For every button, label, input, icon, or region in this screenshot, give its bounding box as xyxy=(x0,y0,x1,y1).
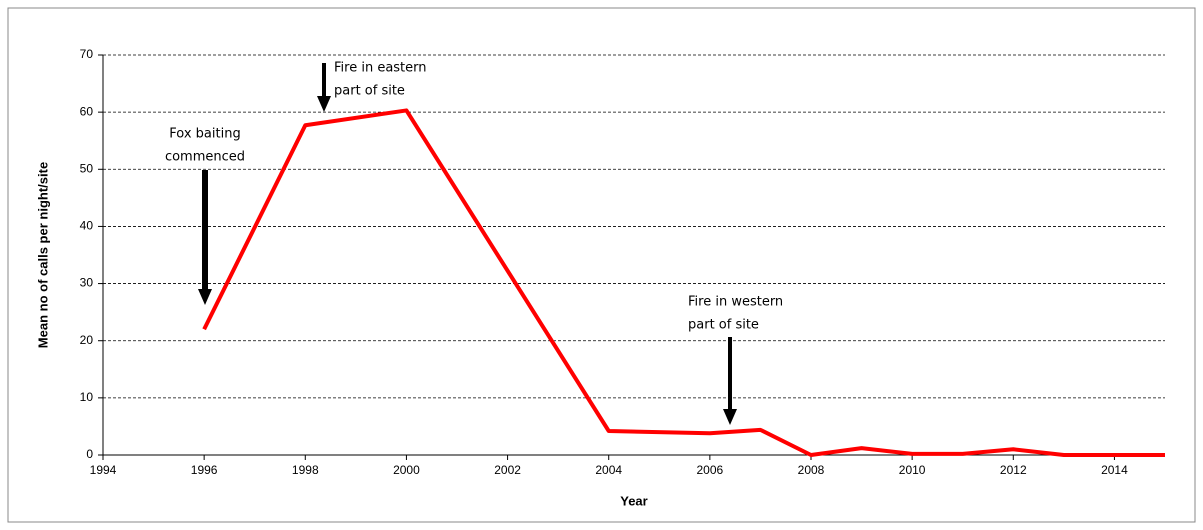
y-tick-label: 10 xyxy=(80,390,94,404)
annotation-arrowhead xyxy=(723,409,737,425)
x-tick-label: 2002 xyxy=(494,463,521,477)
y-tick-label: 40 xyxy=(80,219,94,233)
y-tick-label: 50 xyxy=(80,161,94,175)
annotation-arrowhead xyxy=(198,289,212,305)
frame xyxy=(7,7,1196,523)
x-tick-label: 2006 xyxy=(697,463,724,477)
annotation-text: commenced xyxy=(165,150,245,165)
y-tick-label: 30 xyxy=(80,276,94,290)
annotation-arrowhead xyxy=(317,96,331,112)
y-tick-label: 70 xyxy=(80,47,94,61)
y-axis-label: Mean no of calls per night/site xyxy=(35,162,50,348)
x-tick-label: 2014 xyxy=(1101,463,1128,477)
x-axis-label: Year xyxy=(620,493,647,508)
x-tick-label: 2008 xyxy=(798,463,825,477)
annotation-text: Fire in eastern xyxy=(334,61,427,76)
y-tick-label: 20 xyxy=(80,333,94,347)
x-tick-label: 2012 xyxy=(1000,463,1027,477)
x-tick-label: 1996 xyxy=(191,463,218,477)
annotation-text: part of site xyxy=(334,84,405,99)
annotation-text: Fox baiting xyxy=(169,127,240,142)
x-tick-label: 2000 xyxy=(393,463,420,477)
y-tick-label: 0 xyxy=(86,447,93,461)
x-tick-label: 1998 xyxy=(292,463,319,477)
data-line xyxy=(202,108,1165,457)
x-tick-label: 2010 xyxy=(899,463,926,477)
annotation-text: Fire in western xyxy=(688,295,783,310)
annotation-text: part of site xyxy=(688,318,759,333)
x-tick-label: 2004 xyxy=(595,463,622,477)
x-tick-label: 1994 xyxy=(90,463,117,477)
y-tick-label: 60 xyxy=(80,104,94,118)
